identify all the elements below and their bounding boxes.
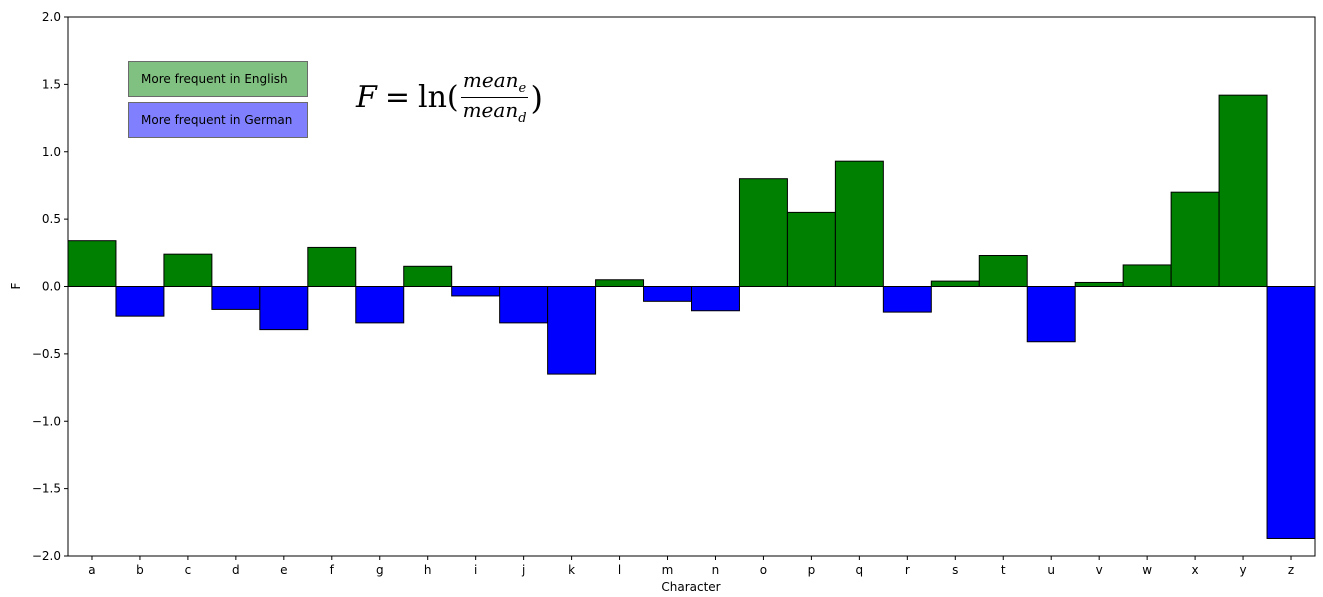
- y-tick-label: 1.5: [42, 77, 61, 91]
- x-tick-label-t: t: [1001, 563, 1006, 577]
- bar-p: [786, 211, 836, 287]
- x-tick-label-b: b: [136, 563, 144, 577]
- formula-numerator: meane: [460, 68, 529, 98]
- x-tick-label-x: x: [1192, 563, 1199, 577]
- bars-group: [67, 94, 1316, 539]
- x-tick-label-g: g: [376, 563, 384, 577]
- bar-k: [547, 286, 597, 375]
- x-tick-label-u: u: [1047, 563, 1055, 577]
- bar-d: [211, 286, 261, 310]
- bar-i: [451, 286, 501, 297]
- x-tick-label-r: r: [905, 563, 910, 577]
- bar-s: [930, 280, 980, 287]
- x-tick-label-c: c: [185, 563, 192, 577]
- denominator-sub: d: [518, 111, 527, 126]
- x-tick-label-n: n: [712, 563, 720, 577]
- bar-x: [1170, 191, 1220, 287]
- y-ticks-group: 2.0 1.5 1.0 0.5 0.0 −0.5 −1.0 −1.5 −2.0: [32, 10, 68, 563]
- x-tick-label-z: z: [1288, 563, 1294, 577]
- x-tick-label-a: a: [88, 563, 95, 577]
- formula-fraction: meane meand: [460, 68, 529, 125]
- x-axis-label: Character: [661, 580, 720, 594]
- x-tick-label-d: d: [232, 563, 240, 577]
- bar-u: [1026, 286, 1076, 343]
- bar-t: [978, 255, 1028, 287]
- formula-annotation: F = ln( meane meand ): [356, 70, 543, 125]
- numerator-sub: e: [518, 81, 527, 96]
- y-tick-label: 0.0: [42, 280, 61, 294]
- formula-lhs: F: [356, 80, 377, 115]
- x-tick-label-f: f: [330, 563, 335, 577]
- bar-a: [67, 240, 117, 288]
- formula-close: ): [530, 78, 544, 117]
- legend-label-english: More frequent in English: [141, 72, 288, 86]
- x-tick-label-h: h: [424, 563, 432, 577]
- legend-item-english: More frequent in English: [128, 61, 308, 97]
- x-tick-label-o: o: [760, 563, 767, 577]
- x-tick-label-y: y: [1240, 563, 1247, 577]
- formula-ln: ln(: [417, 80, 459, 115]
- denominator-text: mean: [462, 98, 519, 122]
- bar-m: [643, 286, 692, 302]
- y-axis-label: F: [9, 282, 23, 289]
- axes-group: [67, 16, 1316, 557]
- x-tick-label-j: j: [521, 563, 525, 577]
- y-tick-label: −1.0: [32, 414, 61, 428]
- x-tick-label-w: w: [1142, 563, 1152, 577]
- x-ticks-group: a b c d e f g h i j k l m n o p q r s t u v w x y z: [88, 556, 1294, 577]
- y-tick-label: 2.0: [42, 10, 61, 24]
- bar-e: [259, 286, 309, 331]
- x-tick-label-k: k: [568, 563, 575, 577]
- bar-f: [307, 246, 357, 287]
- bar-g: [355, 286, 405, 324]
- y-tick-label: −2.0: [32, 549, 61, 563]
- formula-equals: =: [384, 80, 410, 115]
- formula-denominator: meand: [461, 98, 529, 125]
- y-tick-label: −1.5: [32, 482, 61, 496]
- numerator-text: mean: [462, 68, 519, 92]
- bar-v: [1074, 281, 1124, 287]
- bar-r: [882, 286, 932, 313]
- y-tick-label: 1.0: [42, 145, 61, 159]
- bar-l: [595, 279, 645, 288]
- bar-b: [115, 286, 165, 317]
- x-tick-label-l: l: [618, 563, 621, 577]
- bar-y: [1218, 94, 1268, 287]
- bar-j: [499, 286, 549, 324]
- x-tick-label-m: m: [662, 563, 674, 577]
- legend-label-german: More frequent in German: [141, 113, 293, 127]
- x-tick-label-q: q: [856, 563, 864, 577]
- legend-item-german: More frequent in German: [128, 102, 308, 138]
- bar-q: [834, 160, 884, 287]
- x-tick-label-s: s: [952, 563, 958, 577]
- x-tick-label-i: i: [474, 563, 477, 577]
- x-tick-label-p: p: [808, 563, 816, 577]
- x-tick-label-e: e: [280, 563, 287, 577]
- bar-z: [1266, 286, 1316, 539]
- x-tick-label-v: v: [1096, 563, 1103, 577]
- bar-h: [403, 265, 453, 288]
- bar-c: [163, 253, 213, 288]
- bar-o: [738, 178, 788, 287]
- bar-w: [1122, 264, 1172, 288]
- y-tick-label: −0.5: [32, 347, 61, 361]
- bar-n: [691, 286, 740, 312]
- y-tick-label: 0.5: [42, 212, 61, 226]
